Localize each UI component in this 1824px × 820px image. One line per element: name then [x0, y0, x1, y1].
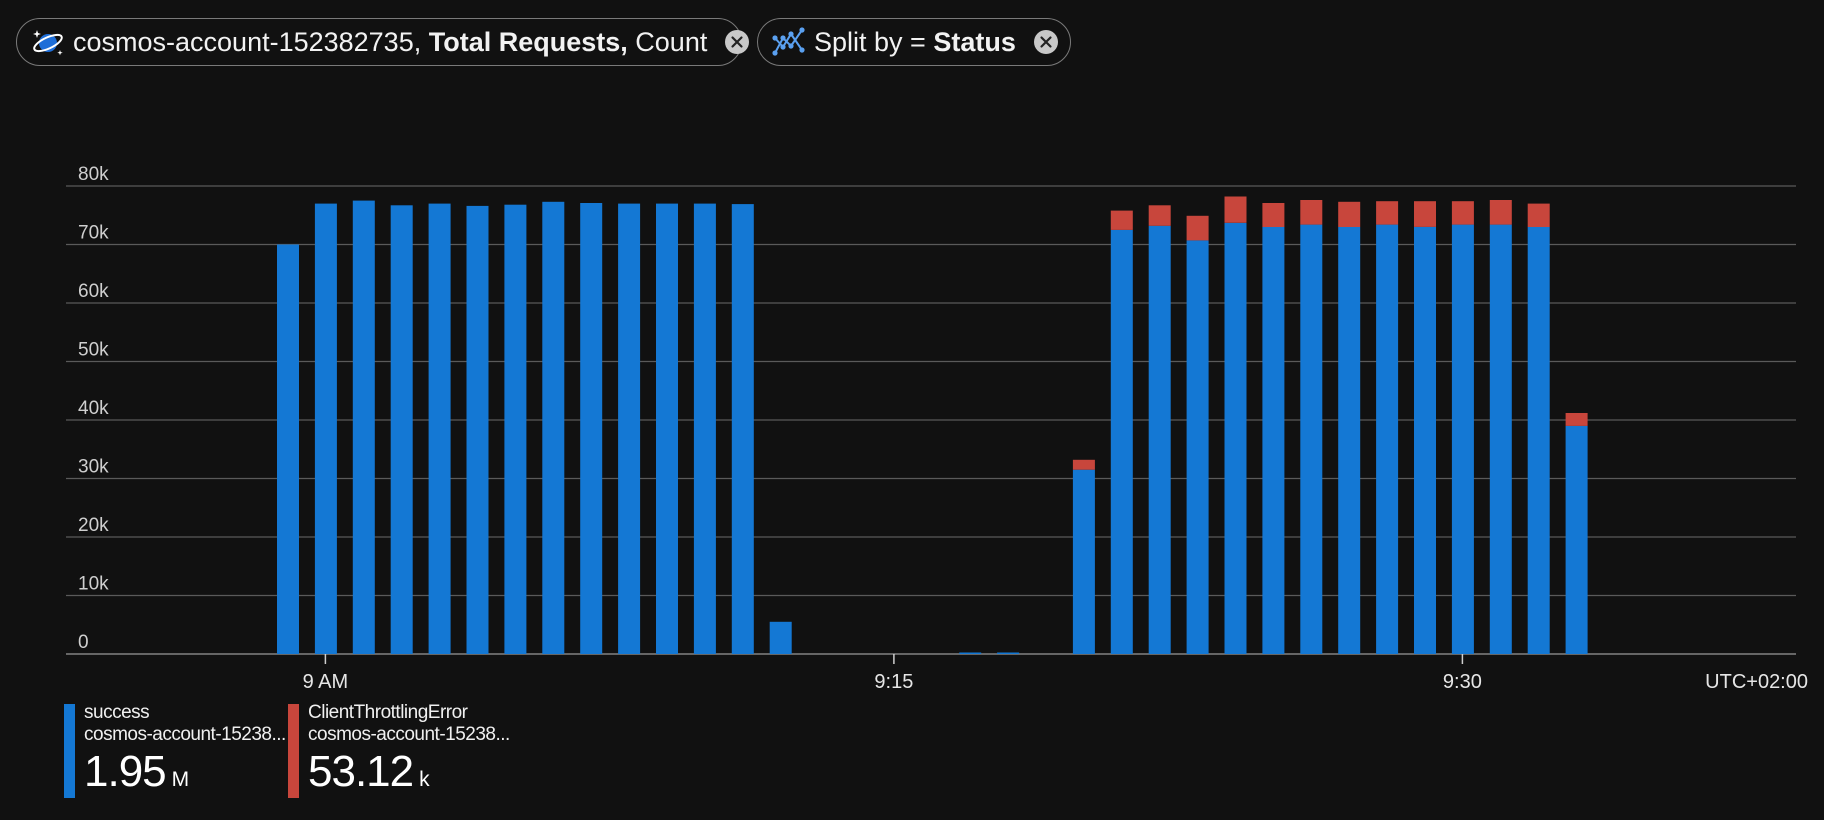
bar-success[interactable] [1565, 425, 1588, 654]
bar-success[interactable] [769, 621, 792, 654]
legend-swatch [288, 704, 299, 798]
x-tick-label: 9:30 [1443, 671, 1482, 693]
legend-total-unit: M [171, 768, 189, 791]
bar-success[interactable] [997, 652, 1020, 655]
split-chart-icon [772, 25, 806, 59]
bar-success[interactable] [1072, 469, 1095, 654]
bar-client-throttling-error[interactable] [1489, 200, 1512, 225]
bar-client-throttling-error[interactable] [1527, 203, 1550, 227]
bar-success[interactable] [1376, 224, 1399, 654]
legend-item-client-throttling-error[interactable]: ClientThrottlingError cosmos-account-152… [288, 702, 528, 798]
x-tick-label: 9 AM [303, 671, 349, 693]
bar-client-throttling-error[interactable] [1338, 201, 1361, 227]
bar-success[interactable] [1262, 226, 1285, 654]
legend-total-unit: k [419, 768, 429, 791]
bar-client-throttling-error[interactable] [1148, 205, 1171, 226]
legend-total: 1.95 M [84, 748, 294, 804]
legend-resource-name: cosmos-account-15238... [84, 724, 286, 745]
metric-pill-resource: cosmos-account-152382735, [73, 26, 422, 57]
bar-success[interactable] [466, 205, 489, 654]
close-icon[interactable] [725, 30, 750, 54]
bar-success[interactable] [656, 203, 678, 654]
bar-client-throttling-error[interactable] [1451, 201, 1474, 225]
x-tick-label: 9:15 [874, 671, 913, 693]
timezone-label: UTC+02:00 [1705, 671, 1808, 693]
bar-client-throttling-error[interactable] [1262, 203, 1285, 227]
y-tick-label: 50k [78, 340, 109, 361]
metric-pill[interactable]: cosmos-account-152382735, Total Requests… [16, 18, 750, 66]
bar-client-throttling-error[interactable] [1224, 196, 1247, 223]
y-tick-label: 40k [78, 398, 109, 419]
bar-success[interactable] [352, 200, 375, 654]
legend-total-value: 53.12 [308, 747, 414, 796]
legend-resource-name: cosmos-account-15238... [308, 724, 510, 745]
cosmos-db-icon [31, 25, 65, 59]
bar-success[interactable] [618, 203, 641, 654]
bar-success[interactable] [390, 205, 413, 655]
y-tick-label: 60k [78, 281, 109, 302]
bar-success[interactable] [1451, 224, 1474, 654]
legend-swatch [64, 704, 75, 798]
stacked-bar-chart: 80k 70k 60k 50k 40k 30k 20k 10k 0 9 AM 9:15 9:30 UT… [66, 164, 1808, 693]
bar-client-throttling-error[interactable] [1072, 459, 1095, 470]
split-by-pill[interactable]: Split by = Status [757, 18, 1071, 66]
bar-success[interactable] [731, 204, 754, 654]
bar-success[interactable] [314, 203, 337, 654]
y-tick-label: 30k [78, 457, 109, 478]
y-tick-label: 70k [78, 223, 109, 244]
bar-success[interactable] [959, 652, 982, 655]
bar-success[interactable] [1148, 225, 1171, 655]
bar-client-throttling-error[interactable] [1186, 215, 1209, 241]
legend-series-name: success [84, 702, 150, 723]
bar-success[interactable] [580, 203, 603, 654]
bar-success[interactable] [504, 204, 527, 654]
y-tick-label: 0 [78, 632, 89, 653]
y-tick-label: 80k [78, 164, 109, 185]
bar-success[interactable] [693, 203, 716, 654]
bar-client-throttling-error[interactable] [1565, 413, 1588, 426]
bar-client-throttling-error[interactable] [1414, 201, 1436, 227]
bar-success[interactable] [428, 203, 451, 654]
legend-item-success[interactable]: success cosmos-account-15238... 1.95 M [64, 702, 294, 798]
metric-pill-metric: Total Requests, [428, 26, 628, 57]
close-icon[interactable] [1033, 30, 1058, 54]
bar-success[interactable] [277, 244, 299, 655]
bar-success[interactable] [1489, 224, 1512, 654]
legend-total: 53.12 k [308, 748, 528, 804]
bar-client-throttling-error[interactable] [1376, 201, 1399, 225]
split-by-label: Split by = [814, 26, 926, 57]
bar-success[interactable] [1186, 240, 1209, 654]
bar-success[interactable] [1110, 229, 1133, 654]
bar-client-throttling-error[interactable] [1110, 210, 1133, 230]
y-tick-label: 20k [78, 515, 109, 536]
y-tick-label: 10k [78, 574, 109, 595]
metric-pill-aggregation: Count [635, 26, 708, 57]
bar-success[interactable] [1414, 226, 1436, 654]
bar-client-throttling-error[interactable] [1300, 200, 1323, 225]
bar-success[interactable] [1338, 226, 1361, 654]
bar-success[interactable] [1527, 226, 1550, 654]
bar-success[interactable] [542, 201, 565, 655]
legend-total-value: 1.95 [84, 747, 167, 796]
legend-series-name: ClientThrottlingError [308, 702, 468, 723]
split-by-value: Status [933, 26, 1016, 57]
bar-success[interactable] [1224, 222, 1247, 654]
bar-success[interactable] [1300, 224, 1323, 654]
